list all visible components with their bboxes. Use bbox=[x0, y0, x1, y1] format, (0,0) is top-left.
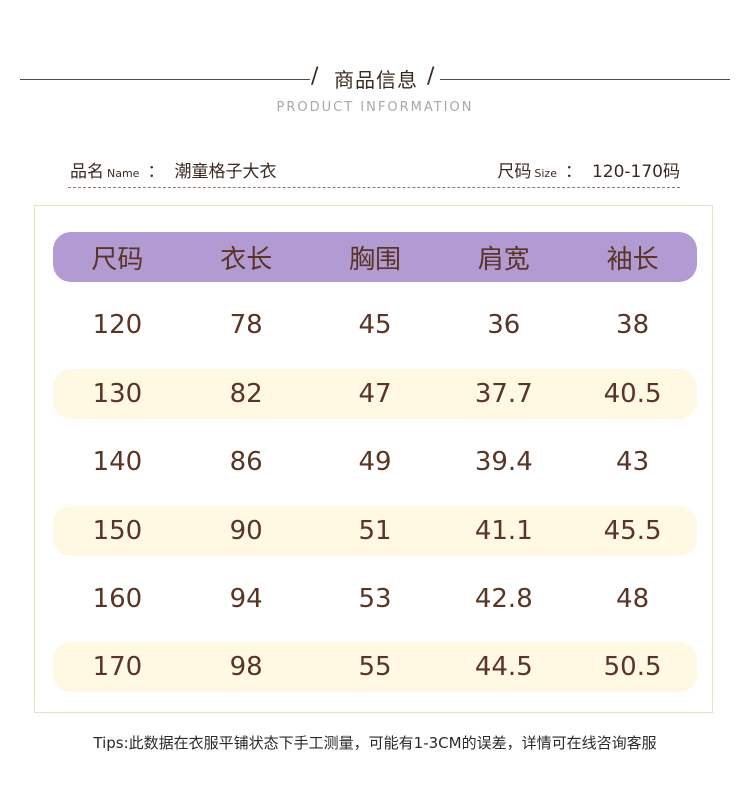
table-cell: 42.8 bbox=[474, 584, 533, 614]
table-cell: 150 bbox=[92, 516, 143, 546]
section-subtitle: PRODUCT INFORMATION bbox=[276, 100, 474, 115]
name-colon: ： bbox=[147, 162, 165, 182]
table-cell: 55 bbox=[358, 652, 392, 682]
table-cell: 94 bbox=[229, 584, 263, 614]
measurement-tips: Tips:此数据在衣服平铺状态下手工测量，可能有1-3CM的误差，详情可在线咨询… bbox=[93, 734, 657, 752]
column-header: 衣长 bbox=[220, 244, 273, 275]
table-cell: 130 bbox=[92, 379, 143, 409]
table-row: 170 98 55 44.5 50.5 bbox=[53, 642, 697, 692]
table-row: 160 94 53 42.8 48 bbox=[53, 574, 697, 624]
product-size: 尺码 Size ： 120-170码 bbox=[497, 157, 680, 182]
table-cell: 36 bbox=[487, 310, 521, 340]
header-line-left bbox=[20, 79, 310, 80]
table-cell: 38 bbox=[616, 310, 650, 340]
table-cell: 120 bbox=[92, 310, 143, 340]
table-cell: 44.5 bbox=[474, 652, 533, 682]
table-cell: 49 bbox=[358, 447, 392, 477]
column-header: 尺码 bbox=[91, 244, 144, 275]
table-cell: 160 bbox=[92, 584, 143, 614]
name-label: 品名 bbox=[70, 162, 104, 182]
size-table: 尺码 衣长 胸围 肩宽 袖长 120 78 45 36 38 130 82 47… bbox=[34, 205, 713, 713]
table-cell: 78 bbox=[229, 310, 263, 340]
table-header-row: 尺码 衣长 胸围 肩宽 袖长 bbox=[53, 232, 697, 282]
column-header: 肩宽 bbox=[477, 244, 530, 275]
table-cell: 43 bbox=[616, 447, 650, 477]
table-cell: 140 bbox=[92, 447, 143, 477]
table-row: 140 86 49 39.4 43 bbox=[53, 437, 697, 487]
table-cell: 53 bbox=[358, 584, 392, 614]
table-cell: 39.4 bbox=[474, 447, 533, 477]
section-title: 商品信息 bbox=[334, 68, 418, 92]
table-cell: 37.7 bbox=[474, 379, 533, 409]
table-cell: 47 bbox=[358, 379, 392, 409]
product-name: 品名 Name ： 潮童格子大衣 bbox=[70, 157, 276, 182]
table-cell: 50.5 bbox=[603, 652, 662, 682]
table-cell: 90 bbox=[229, 516, 263, 546]
table-cell: 86 bbox=[229, 447, 263, 477]
header-slash-left: / bbox=[311, 64, 319, 89]
column-header: 袖长 bbox=[606, 244, 659, 275]
name-label-en: Name bbox=[107, 167, 140, 180]
name-value: 潮童格子大衣 bbox=[174, 162, 277, 182]
table-row: 150 90 51 41.1 45.5 bbox=[53, 506, 697, 556]
header-slash-right: / bbox=[427, 64, 435, 89]
size-label: 尺码 bbox=[497, 162, 532, 182]
size-value: 120-170码 bbox=[591, 162, 680, 182]
table-row: 120 78 45 36 38 bbox=[53, 300, 697, 350]
size-colon: ： bbox=[564, 162, 582, 182]
table-cell: 41.1 bbox=[474, 516, 533, 546]
section-header: / 商品信息 / PRODUCT INFORMATION bbox=[0, 0, 750, 130]
size-label-en: Size bbox=[534, 167, 557, 180]
table-cell: 170 bbox=[92, 652, 143, 682]
column-header: 胸围 bbox=[348, 244, 401, 275]
table-cell: 82 bbox=[229, 379, 263, 409]
header-line-right bbox=[440, 79, 730, 80]
product-info-row: 品名 Name ： 潮童格子大衣 尺码 Size ： 120-170码 bbox=[68, 155, 680, 188]
table-row: 130 82 47 37.7 40.5 bbox=[53, 369, 697, 419]
table-cell: 40.5 bbox=[603, 379, 662, 409]
table-cell: 45 bbox=[358, 310, 392, 340]
table-cell: 51 bbox=[358, 516, 392, 546]
table-cell: 48 bbox=[616, 584, 650, 614]
table-cell: 98 bbox=[229, 652, 263, 682]
table-cell: 45.5 bbox=[603, 516, 662, 546]
